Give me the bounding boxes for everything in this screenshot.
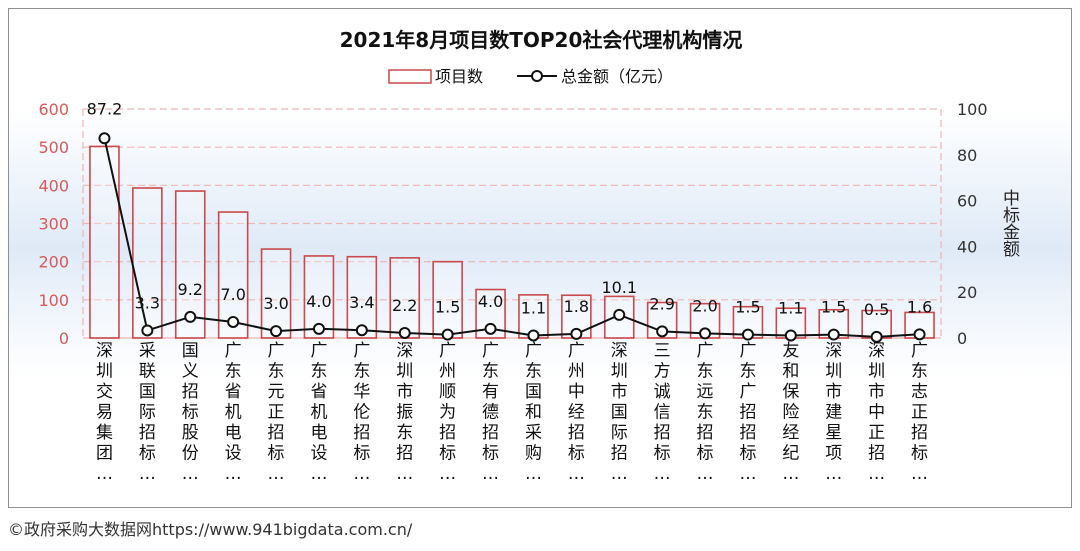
amount-marker xyxy=(527,329,540,342)
x-tick-label: 广东志正招标… xyxy=(911,341,928,484)
source-footer: ©政府采购大数据网https://www.941bigdata.com.cn/ xyxy=(8,520,413,539)
amount-marker xyxy=(355,324,368,337)
bar xyxy=(389,257,421,339)
y-right-tick-label: 40 xyxy=(957,237,977,256)
amount-marker xyxy=(656,325,669,338)
bar xyxy=(132,187,163,339)
x-tick-label: 友和保险经纪… xyxy=(782,341,799,484)
amount-data-label: 3.0 xyxy=(263,294,288,313)
x-tick-label: 广东国和采购… xyxy=(525,341,542,484)
y-right-axis-label: 中标金额 xyxy=(999,189,1020,257)
amount-marker xyxy=(398,326,411,339)
amount-data-label: 1.6 xyxy=(907,297,932,316)
amount-data-label: 0.5 xyxy=(864,300,889,319)
amount-marker xyxy=(484,322,497,335)
bar xyxy=(89,145,120,339)
amount-data-label: 1.5 xyxy=(435,298,460,317)
amount-data-label: 2.0 xyxy=(692,296,717,315)
y-right-tick-label: 100 xyxy=(957,100,988,119)
amount-data-label: 3.4 xyxy=(349,293,374,312)
legend-line-label: 总金额（亿元） xyxy=(561,67,673,86)
amount-marker xyxy=(98,132,111,145)
x-tick-label: 国义招标股份… xyxy=(182,341,199,484)
amount-marker xyxy=(784,329,797,342)
amount-marker xyxy=(141,324,154,337)
amount-data-label: 2.9 xyxy=(649,294,674,313)
line-series: 87.2 3.3 9.2 7.0 3.0 4.0 3.4 2.2 1.5 4.0 1.1 1.8 10.… xyxy=(87,99,932,343)
x-tick-label: 广州顺为招标… xyxy=(439,341,456,484)
amount-data-label: 1.5 xyxy=(735,298,760,317)
x-tick-label: 广东省机电设… xyxy=(310,341,327,484)
y-left-tick-label: 300 xyxy=(38,215,69,234)
legend-line-marker xyxy=(531,70,543,82)
chart-title: 2021年8月项目数TOP20社会代理机构情况 xyxy=(340,28,743,52)
amount-data-label: 1.1 xyxy=(521,298,546,317)
amount-data-label: 4.0 xyxy=(478,292,503,311)
amount-data-label: 2.2 xyxy=(392,296,417,315)
legend-bar-label: 项目数 xyxy=(435,67,483,86)
bar xyxy=(260,248,292,339)
chart-frame: 2021年8月项目数TOP20社会代理机构情况 项目数 总金额（亿元） 中标金额… xyxy=(8,8,1072,508)
bar xyxy=(904,311,935,339)
amount-data-label: 87.2 xyxy=(87,99,123,118)
amount-marker xyxy=(227,315,240,328)
amount-marker xyxy=(184,310,197,323)
amount-data-label: 7.0 xyxy=(220,285,245,304)
x-tick-label: 广东有德招标… xyxy=(482,341,499,484)
y-right-ticks: 0 20 40 60 80 100 xyxy=(957,100,988,348)
grid xyxy=(82,108,942,339)
amount-data-label: 4.0 xyxy=(306,292,331,311)
legend: 项目数 总金额（亿元） xyxy=(388,67,673,86)
x-tick-label: 广东广招招标… xyxy=(739,341,756,484)
y-right-tick-label: 20 xyxy=(957,283,977,302)
amount-data-label: 3.3 xyxy=(135,293,160,312)
y-left-ticks: 0 100 200 300 400 500 600 xyxy=(38,100,69,348)
amount-data-label: 9.2 xyxy=(178,280,203,299)
x-tick-label: 深圳市振东招… xyxy=(396,341,413,484)
amount-marker xyxy=(913,328,926,341)
amount-line xyxy=(103,138,920,338)
x-tick-label: 广东远东招标… xyxy=(697,341,714,484)
y-left-tick-label: 200 xyxy=(38,253,69,272)
x-tick-label: 广东元正招标… xyxy=(268,341,285,484)
y-left-tick-label: 600 xyxy=(38,100,69,119)
amount-data-label: 1.1 xyxy=(778,298,803,317)
x-tick-label: 深圳市国际招… xyxy=(611,341,628,484)
bar xyxy=(432,260,463,339)
amount-marker xyxy=(870,330,883,343)
amount-marker xyxy=(270,325,283,338)
chart-svg: 2021年8月项目数TOP20社会代理机构情况 项目数 总金额（亿元） 中标金额… xyxy=(38,28,1020,484)
amount-marker xyxy=(441,328,454,341)
x-tick-label: 深圳交易集团… xyxy=(96,341,113,484)
amount-data-label: 1.8 xyxy=(564,297,589,316)
bars xyxy=(89,145,935,339)
amount-data-label: 10.1 xyxy=(601,278,637,297)
x-labels: 深圳交易集团… 采联国际招标… 国义招标股份… 广东省机电设… 广东元正招标… 广东省机电… xyxy=(96,341,928,484)
x-tick-label: 深圳市中正招… xyxy=(868,341,885,484)
amount-marker xyxy=(613,308,626,321)
x-tick-label: 广州中经招标… xyxy=(568,341,585,484)
y-right-tick-label: 0 xyxy=(957,329,967,348)
amount-marker xyxy=(741,328,754,341)
amount-marker xyxy=(570,327,583,340)
amount-marker xyxy=(312,322,325,335)
amount-data-label: 1.5 xyxy=(821,298,846,317)
x-tick-label: 深圳市建星项… xyxy=(825,341,842,484)
y-right-tick-label: 60 xyxy=(957,192,977,211)
amount-marker xyxy=(827,328,840,341)
amount-marker xyxy=(699,327,712,340)
y-left-tick-label: 500 xyxy=(38,138,69,157)
x-tick-label: 广东华伦招标… xyxy=(353,341,370,484)
x-tick-label: 采联国际招标… xyxy=(139,341,156,484)
y-left-tick-label: 100 xyxy=(38,291,69,310)
legend-bar-swatch xyxy=(388,69,432,84)
y-left-tick-label: 400 xyxy=(38,176,69,195)
x-tick-label: 广东省机电设… xyxy=(225,341,242,484)
x-tick-label: 三方诚信招标… xyxy=(654,341,671,484)
y-left-tick-label: 0 xyxy=(59,329,69,348)
y-right-tick-label: 80 xyxy=(957,146,977,165)
